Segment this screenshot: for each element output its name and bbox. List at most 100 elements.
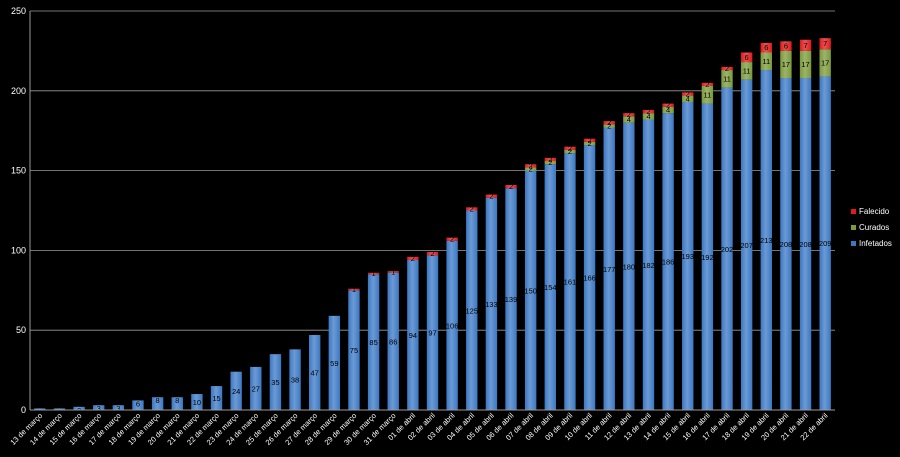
bar-segment-curados [701, 86, 714, 104]
bar-segment-curados [760, 52, 772, 71]
bar-segment-falecido [367, 272, 380, 275]
data-label-curados: 11 [743, 66, 751, 75]
data-label-infetados: 133 [485, 300, 498, 309]
data-label-curados: 11 [723, 74, 731, 83]
data-label-curados: 2 [529, 165, 533, 174]
bar-segment-falecido [780, 41, 792, 51]
data-label-curados: 11 [703, 90, 711, 99]
bar-segment-curados [623, 116, 635, 123]
data-label-falecido: 1 [391, 267, 395, 276]
data-label-falecido: 2 [666, 101, 670, 110]
bar-segment-falecido [682, 92, 694, 96]
data-label-curados: 2 [587, 139, 591, 148]
data-label-curados: 4 [646, 112, 650, 121]
data-label-infetados: 75 [350, 346, 358, 355]
data-label-falecido: 1 [352, 285, 356, 294]
data-label-curados: 17 [782, 60, 790, 69]
bar-segment-falecido [603, 121, 615, 125]
bar-segment-curados [721, 70, 733, 88]
bar-segment-infetados [760, 70, 772, 410]
data-label-infetados: 208 [799, 240, 812, 249]
bar-segment-curados [524, 167, 537, 171]
legend-swatch-curados [851, 225, 856, 230]
data-label-curados: 4 [686, 94, 690, 103]
data-label-curados: 4 [666, 105, 670, 114]
bar-segment-infetados [230, 371, 242, 410]
bar-segment-curados [564, 149, 576, 154]
bar-segment-infetados [387, 272, 399, 410]
bar-segment-infetados [819, 76, 831, 410]
data-label-falecido: 2 [686, 89, 690, 98]
data-label-falecido: 2 [646, 107, 650, 116]
data-label-infetados: 186 [662, 258, 675, 267]
data-label-infetados: 1 [38, 407, 42, 416]
bar-segment-curados [780, 50, 792, 79]
bar-segment-infetados [34, 408, 46, 410]
data-labels: 1123368810152427353847597518518619429721… [38, 39, 832, 416]
data-label-falecido: 2 [411, 254, 415, 263]
bar-segment-infetados [682, 101, 694, 411]
data-label-falecido: 2 [568, 144, 572, 153]
bar-segment-infetados [73, 406, 85, 410]
bar-segment-curados [583, 141, 596, 146]
data-label-infetados: 209 [819, 239, 832, 248]
bar-segment-falecido [662, 103, 674, 107]
data-label-infetados: 182 [642, 261, 655, 270]
data-label-infetados: 10 [193, 398, 201, 407]
legend-swatch-infetados [851, 241, 856, 246]
data-label-falecido: 7 [823, 39, 827, 48]
bar-segment-falecido [740, 52, 753, 63]
data-label-falecido: 2 [430, 249, 434, 258]
bar-segment-infetados [623, 122, 635, 410]
data-label-infetados: 24 [232, 387, 240, 396]
bar-segment-infetados [348, 290, 360, 410]
bar-segment-falecido [407, 256, 419, 260]
bar-segment-falecido [348, 288, 360, 291]
data-label-infetados: 97 [428, 329, 436, 338]
data-label-falecido: 2 [470, 204, 474, 213]
data-label-infetados: 213 [760, 236, 773, 245]
data-label-infetados: 154 [544, 283, 557, 292]
bar-segment-infetados [544, 164, 556, 410]
bar-segment-infetados [367, 274, 380, 410]
bar-segment-infetados [583, 145, 596, 410]
bar-segment-infetados [210, 386, 223, 410]
data-label-infetados: 150 [524, 286, 537, 295]
bar-segment-infetados [269, 354, 282, 410]
bar-segment-curados [662, 106, 674, 114]
bar-segment-infetados [289, 349, 301, 410]
data-label-infetados: 161 [564, 278, 577, 287]
bar-segment-curados [740, 62, 753, 80]
data-label-infetados: 3 [116, 404, 120, 413]
bar-segment-infetados [780, 78, 792, 411]
bar-segment-curados [544, 161, 556, 165]
bar-segment-curados [682, 95, 694, 102]
data-label-falecido: 6 [745, 53, 749, 62]
data-label-infetados: 1 [57, 407, 61, 416]
bar-segment-falecido [721, 66, 733, 71]
y-tick-label: 150 [11, 166, 26, 176]
bar-segment-infetados [740, 79, 753, 411]
bar-segment-infetados [701, 103, 714, 411]
bar-segment-infetados [407, 259, 419, 410]
bar-segment-infetados [426, 255, 439, 410]
data-label-infetados: 139 [505, 295, 518, 304]
data-label-falecido: 2 [705, 80, 709, 89]
bar-segment-infetados [642, 119, 655, 410]
data-label-falecido: 2 [725, 64, 729, 73]
bar-segment-infetados [721, 87, 733, 410]
legend-label-falecido: Falecido [859, 207, 890, 216]
data-label-infetados: 8 [156, 396, 160, 405]
bar-segment-infetados [446, 240, 458, 410]
data-label-falecido: 6 [764, 43, 768, 52]
bar-segment-infetados [485, 197, 498, 410]
bar-segment-infetados [662, 113, 674, 411]
data-label-falecido: 2 [450, 235, 454, 244]
data-label-infetados: 35 [271, 378, 279, 387]
bar-segment-falecido [466, 207, 478, 211]
bar-segment-infetados [93, 405, 105, 410]
bar-segment-infetados [132, 400, 144, 410]
data-label-falecido: 2 [627, 110, 631, 119]
bar-segment-falecido [583, 138, 596, 142]
bars [34, 38, 831, 411]
